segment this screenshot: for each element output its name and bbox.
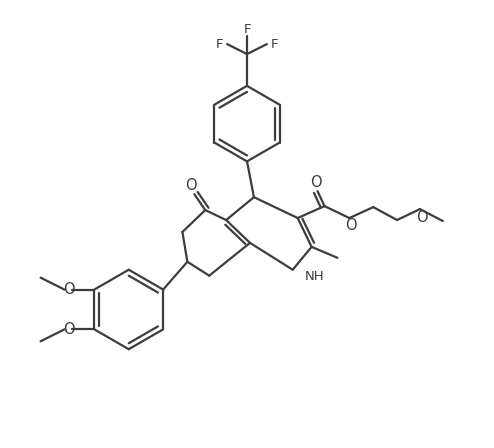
- Text: O: O: [310, 175, 322, 190]
- Text: F: F: [271, 38, 279, 51]
- Text: F: F: [243, 23, 251, 36]
- Text: F: F: [215, 38, 223, 51]
- Text: O: O: [416, 210, 428, 224]
- Text: O: O: [63, 282, 74, 297]
- Text: O: O: [345, 219, 357, 233]
- Text: NH: NH: [305, 270, 324, 283]
- Text: O: O: [186, 178, 197, 193]
- Text: O: O: [63, 322, 74, 337]
